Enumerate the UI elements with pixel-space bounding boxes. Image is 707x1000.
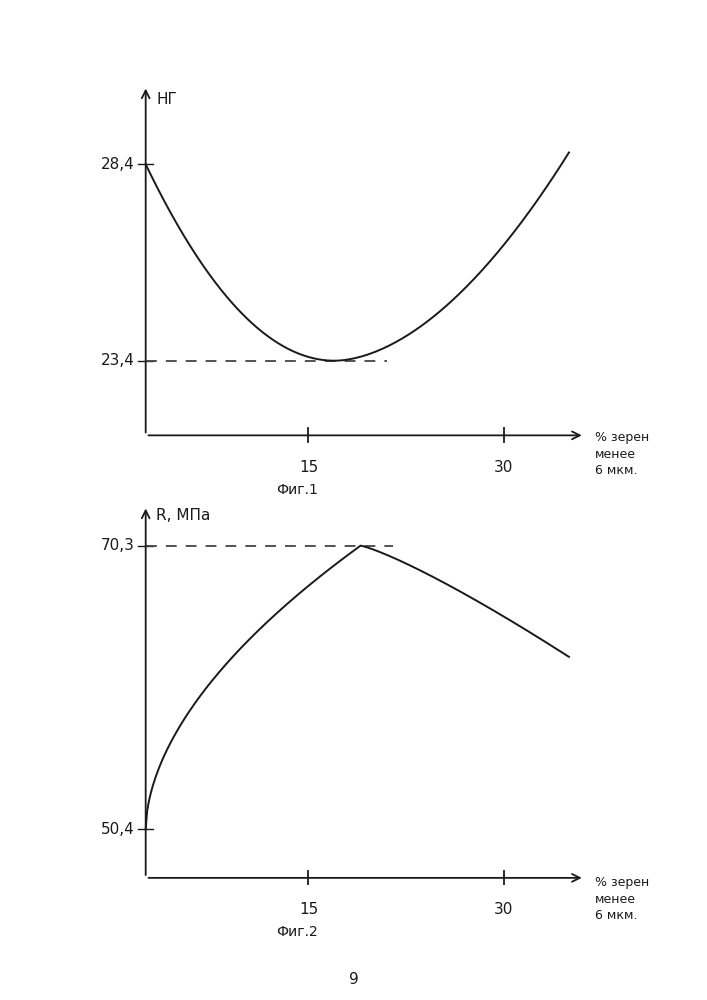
Text: 15: 15 (299, 460, 318, 475)
Text: 9: 9 (349, 972, 358, 988)
Text: % зерен
менее
6 мкм.: % зерен менее 6 мкм. (595, 431, 649, 477)
Text: Фиг.1: Фиг.1 (276, 483, 318, 497)
Text: 15: 15 (299, 902, 318, 917)
Text: % зерен
менее
6 мкм.: % зерен менее 6 мкм. (595, 876, 649, 922)
Text: 70,3: 70,3 (100, 538, 134, 553)
Text: НГ: НГ (156, 92, 177, 107)
Text: 50,4: 50,4 (100, 822, 134, 837)
Text: 30: 30 (494, 902, 513, 917)
Text: 30: 30 (494, 460, 513, 475)
Text: 28,4: 28,4 (100, 157, 134, 172)
Text: 23,4: 23,4 (100, 353, 134, 368)
Text: Фиг.2: Фиг.2 (276, 925, 318, 939)
Text: R, МПа: R, МПа (156, 508, 211, 523)
